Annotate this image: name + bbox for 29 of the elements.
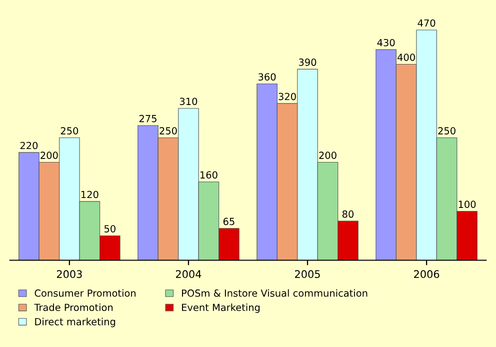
data-label: 320 (278, 92, 296, 100)
x-tick-label: 2003 (56, 270, 82, 278)
data-label: 470 (418, 19, 436, 27)
data-label: 250 (60, 127, 78, 134)
data-label: 50 (104, 225, 116, 232)
data-label: 390 (298, 58, 316, 66)
data-label: 220 (20, 142, 38, 150)
legend-label: Event Marketing (182, 304, 260, 313)
data-label: 80 (342, 210, 354, 218)
legend-label: Trade Promotion (34, 304, 113, 312)
legend-label: Consumer Promotion (34, 289, 136, 297)
data-label: 250 (160, 127, 177, 134)
x-tick-label: 2006 (414, 270, 440, 278)
data-label: 100 (458, 200, 476, 208)
legend-label: POSm & Instore Visual communication (182, 289, 368, 297)
data-label: 250 (438, 127, 456, 134)
x-tick-label: 2005 (295, 270, 320, 278)
x-tick-label: 2004 (176, 270, 202, 278)
legend-label: Direct marketing (35, 318, 116, 328)
data-label: 275 (139, 114, 156, 122)
data-label: 65 (223, 218, 234, 226)
data-label: 200 (40, 152, 58, 159)
data-label: 400 (398, 54, 415, 61)
data-label: 160 (200, 171, 218, 179)
data-label: 430 (377, 38, 395, 46)
data-label: 310 (180, 98, 198, 106)
data-label: 200 (319, 152, 336, 159)
data-label: 120 (81, 190, 98, 198)
data-label: 360 (258, 73, 276, 81)
